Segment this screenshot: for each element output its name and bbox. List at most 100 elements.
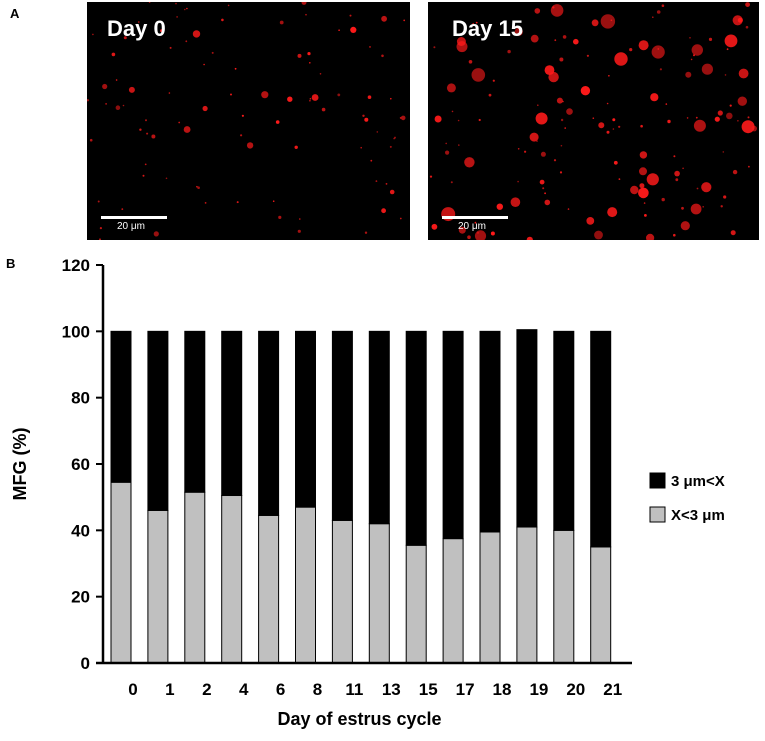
- droplet: [580, 86, 591, 96]
- droplet: [246, 142, 254, 149]
- droplet: [537, 104, 539, 106]
- droplet: [148, 2, 151, 3]
- droplet: [464, 157, 475, 168]
- droplet: [737, 17, 743, 23]
- bar-segment-small-fraction: [442, 538, 464, 664]
- droplet: [650, 93, 659, 102]
- droplet: [748, 165, 750, 168]
- droplet: [451, 110, 454, 113]
- droplet: [297, 53, 302, 58]
- droplet: [552, 6, 555, 9]
- droplet: [564, 127, 566, 129]
- droplet: [514, 27, 523, 36]
- droplet: [175, 2, 177, 5]
- droplet: [560, 144, 563, 147]
- micrograph-label-day-15: Day 15: [452, 16, 523, 41]
- droplet: [204, 202, 207, 204]
- x-tick-label: 13: [382, 680, 401, 699]
- droplet: [441, 207, 456, 222]
- droplet: [299, 218, 301, 220]
- droplet: [278, 215, 282, 219]
- droplet: [227, 4, 230, 7]
- droplet: [146, 132, 149, 135]
- droplet: [241, 114, 244, 117]
- droplet: [534, 8, 541, 14]
- droplet: [536, 140, 538, 142]
- droplet: [693, 54, 695, 57]
- panel-b-letter: B: [6, 256, 16, 271]
- y-tick-label: 100: [62, 322, 90, 341]
- x-tick-label: 19: [529, 680, 548, 699]
- droplet: [474, 230, 487, 240]
- droplet: [301, 2, 307, 5]
- droplet: [169, 46, 172, 49]
- droplet: [559, 171, 563, 174]
- bar-segment-small-fraction: [368, 523, 390, 664]
- x-tick-label: 1: [165, 680, 174, 699]
- droplet: [236, 201, 239, 204]
- droplet: [612, 128, 615, 130]
- droplet: [689, 37, 691, 39]
- droplet: [652, 16, 654, 18]
- droplet: [321, 107, 326, 112]
- droplet: [234, 67, 237, 70]
- droplet: [97, 200, 100, 203]
- droplet: [690, 203, 702, 215]
- droplet: [723, 195, 727, 199]
- bar-segment-large-fraction: [221, 330, 243, 497]
- droplet: [693, 119, 706, 132]
- x-tick-label: 0: [128, 680, 137, 699]
- droplet: [309, 97, 312, 100]
- droplet: [364, 231, 368, 234]
- droplet: [510, 197, 521, 207]
- bar-segment-small-fraction: [405, 544, 427, 664]
- droplet: [153, 231, 159, 237]
- droplet: [644, 214, 647, 217]
- stacked-bar-chart: 0 20 40 60 80 100 120 0 1 2 4 6 8 11 13 15 17 18 19 20 21 M…: [10, 256, 725, 729]
- droplet: [686, 117, 689, 119]
- bar-segment-small-fraction: [147, 509, 169, 664]
- bar-segment-large-fraction: [368, 330, 390, 525]
- droplet: [381, 15, 387, 22]
- droplet: [309, 99, 311, 102]
- droplet: [151, 134, 156, 139]
- bars: [110, 329, 612, 664]
- bar-segment-large-fraction: [295, 330, 316, 508]
- droplet: [530, 34, 539, 43]
- droplet: [115, 79, 118, 81]
- droplet: [550, 4, 564, 17]
- droplet: [185, 40, 188, 43]
- droplet: [517, 180, 519, 183]
- droplet: [445, 150, 450, 155]
- droplet: [517, 148, 520, 150]
- droplet: [294, 145, 298, 149]
- droplet: [607, 207, 618, 218]
- bar-segment-large-fraction: [442, 330, 464, 540]
- legend: 3 μm<X X<3 μm: [649, 472, 725, 524]
- droplet: [307, 52, 311, 56]
- y-tick-label: 120: [62, 256, 90, 275]
- droplet: [659, 68, 662, 71]
- droplet: [183, 126, 191, 133]
- droplet: [586, 54, 589, 57]
- droplet: [197, 186, 200, 189]
- droplet: [542, 187, 545, 190]
- droplet: [554, 39, 557, 42]
- droplet: [675, 178, 679, 182]
- legend-label: 3 μm<X: [671, 473, 725, 490]
- droplet: [431, 223, 438, 230]
- droplet: [724, 74, 727, 76]
- droplet: [367, 95, 372, 99]
- droplet: [221, 18, 224, 22]
- droplet: [186, 7, 188, 10]
- bar-segment-small-fraction: [553, 529, 575, 664]
- droplet: [478, 118, 481, 122]
- panel-a-letter: A: [10, 6, 20, 21]
- y-tick-label: 20: [71, 588, 90, 607]
- droplet: [458, 226, 466, 234]
- droplet: [390, 97, 392, 100]
- droplet: [524, 150, 527, 153]
- droplet: [690, 58, 693, 61]
- droplet: [123, 36, 127, 40]
- x-tick-label: 11: [345, 680, 363, 699]
